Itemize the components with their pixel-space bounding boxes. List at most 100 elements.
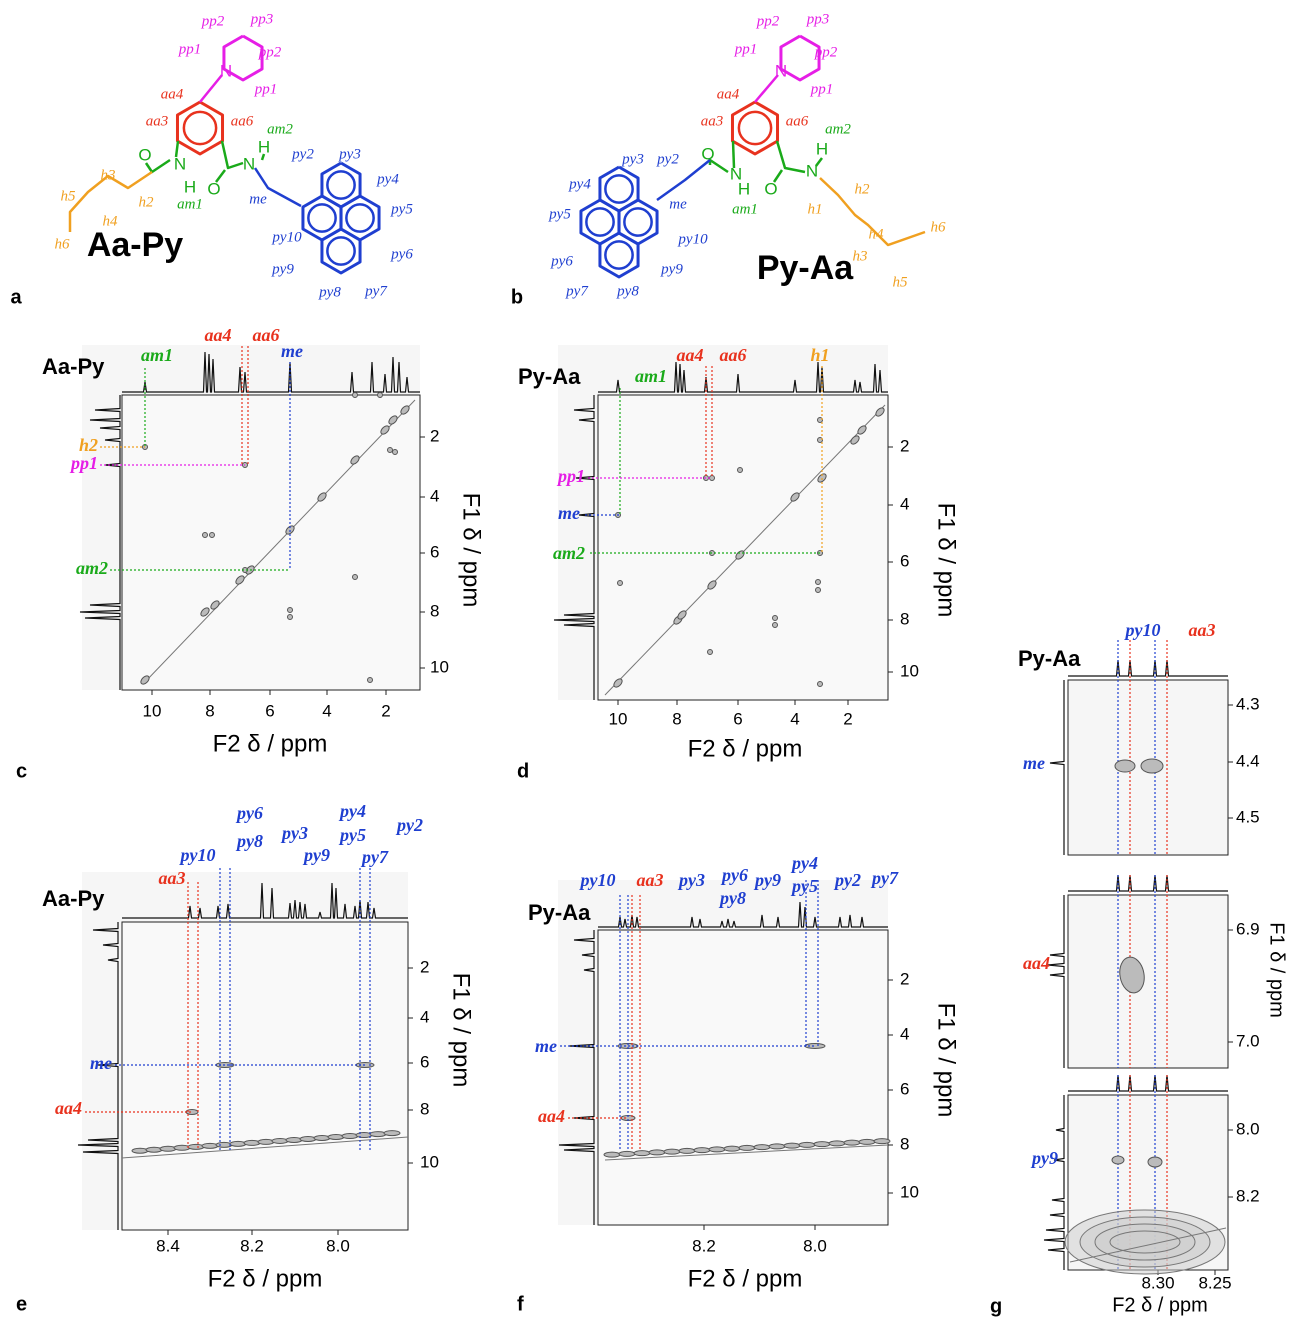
ring-bond xyxy=(605,175,632,202)
tick-label: 6 xyxy=(420,1052,429,1071)
spectrum-trace xyxy=(1044,1095,1064,1270)
cross-peak xyxy=(816,588,821,593)
tick-label: 4 xyxy=(900,494,909,513)
cross-peak xyxy=(814,1142,830,1147)
atom-label: pp3 xyxy=(806,11,830,27)
peak-label: aa4 xyxy=(1023,953,1050,973)
atom-label: py6 xyxy=(390,246,413,262)
molecule-name: Py-Aa xyxy=(757,249,854,287)
axis-title: F2 δ / ppm xyxy=(1112,1294,1208,1316)
ring-bond xyxy=(327,237,354,264)
atom-label: O xyxy=(207,179,220,198)
cross-peak xyxy=(210,533,215,538)
atom-label: py7 xyxy=(565,283,589,299)
atom-label: aa4 xyxy=(161,86,184,102)
tick-label: 8.2 xyxy=(1236,1186,1260,1205)
tick-label: 8.30 xyxy=(1141,1273,1174,1292)
peak-label: me xyxy=(558,503,580,523)
tick-label: 2 xyxy=(381,701,390,720)
atom-label: am1 xyxy=(177,196,203,212)
atom-label: N xyxy=(806,161,818,180)
atom-label: me xyxy=(249,191,267,207)
panel-letter: d xyxy=(517,760,529,782)
cross-peak xyxy=(388,448,393,453)
cross-peak xyxy=(619,1151,635,1156)
peak-label: aa4 xyxy=(205,325,232,345)
atom-label: pp2 xyxy=(814,44,838,60)
atom-label: py3 xyxy=(621,151,644,167)
cross-peak xyxy=(384,1131,400,1136)
peak-label: me xyxy=(90,1053,112,1073)
tick-label: 2 xyxy=(900,969,909,988)
peak-label: py7 xyxy=(870,868,899,888)
axis-title: F1 δ / ppm xyxy=(933,503,960,618)
atom-label: O xyxy=(701,144,714,163)
panel-letter: e xyxy=(16,1293,27,1315)
cross-peak xyxy=(649,1150,665,1155)
cross-peak xyxy=(188,1144,204,1149)
plot-area xyxy=(122,395,420,690)
cross-peak xyxy=(353,393,358,398)
peak-label: am1 xyxy=(141,345,173,365)
peak-label: py3 xyxy=(280,823,308,843)
atom-label: me xyxy=(669,196,687,212)
cross-peak xyxy=(859,1139,875,1144)
peak-label: py9 xyxy=(1030,1148,1058,1168)
cross-peak xyxy=(679,1148,695,1153)
cross-peak xyxy=(1110,1231,1180,1253)
peak-label: py2 xyxy=(833,870,861,890)
cross-peak xyxy=(160,1146,176,1151)
peak-label: am1 xyxy=(635,366,667,386)
axis-title: F2 δ / ppm xyxy=(688,1265,803,1292)
figure: pp2 pp3 pp1 pp2 pp1 N aa4 aa3 aa6 am2 H … xyxy=(0,0,1296,1320)
tick-label: 2 xyxy=(843,709,852,728)
tick-label: 2 xyxy=(430,426,439,445)
bond xyxy=(222,141,243,168)
cross-peak xyxy=(393,450,398,455)
peak-label: py4 xyxy=(338,801,366,821)
cross-peak xyxy=(773,623,778,628)
axis-title: F1 δ / ppm xyxy=(933,1003,960,1118)
tick-label: 4 xyxy=(900,1024,909,1043)
peak-label: py9 xyxy=(753,870,781,890)
peak-label: py10 xyxy=(579,870,616,890)
tick-label: 4 xyxy=(322,701,331,720)
tick-label: 10 xyxy=(430,657,449,676)
panel-b: pp2 pp3 pp1 pp2 pp1 N aa4 aa3 aa6 am2 H … xyxy=(511,11,946,308)
spectrum-trace xyxy=(1050,680,1064,855)
plot-area xyxy=(598,395,888,700)
tick-label: 8.25 xyxy=(1198,1273,1231,1292)
atom-label: py10 xyxy=(271,229,302,245)
atom-label: am2 xyxy=(825,121,851,137)
cross-peak xyxy=(708,650,713,655)
tick-label: 8 xyxy=(900,609,909,628)
cross-peak xyxy=(754,1145,770,1150)
cross-peak xyxy=(258,1139,274,1144)
atom-label: pp2 xyxy=(756,13,780,29)
atom-label: h1 xyxy=(808,201,823,217)
tick-label: 6.9 xyxy=(1236,919,1260,938)
cross-peak xyxy=(146,1147,162,1152)
cross-peak xyxy=(1115,760,1135,772)
peak-label: aa6 xyxy=(253,325,280,345)
bond xyxy=(777,141,805,172)
ring-bond xyxy=(605,241,632,268)
ring-bond xyxy=(624,208,651,235)
cross-peak xyxy=(272,1138,288,1143)
ring-bond xyxy=(308,204,335,231)
atom-label: H xyxy=(184,177,196,196)
peak-label: py8 xyxy=(235,831,263,851)
peak-label: py6 xyxy=(720,865,748,885)
atom-label: h4 xyxy=(869,226,885,242)
panel-letter: g xyxy=(990,1295,1002,1317)
atom-label: py2 xyxy=(656,151,679,167)
panel-letter: c xyxy=(16,760,27,782)
cross-peak xyxy=(203,533,208,538)
molecule-name: Aa-Py xyxy=(87,226,183,264)
peak-label: py10 xyxy=(179,845,216,865)
peak-label: aa3 xyxy=(1189,620,1216,640)
tick-label: 6 xyxy=(265,701,274,720)
cross-peak xyxy=(132,1148,148,1153)
peak-label: py9 xyxy=(302,845,330,865)
peak-label: pp1 xyxy=(69,453,98,473)
